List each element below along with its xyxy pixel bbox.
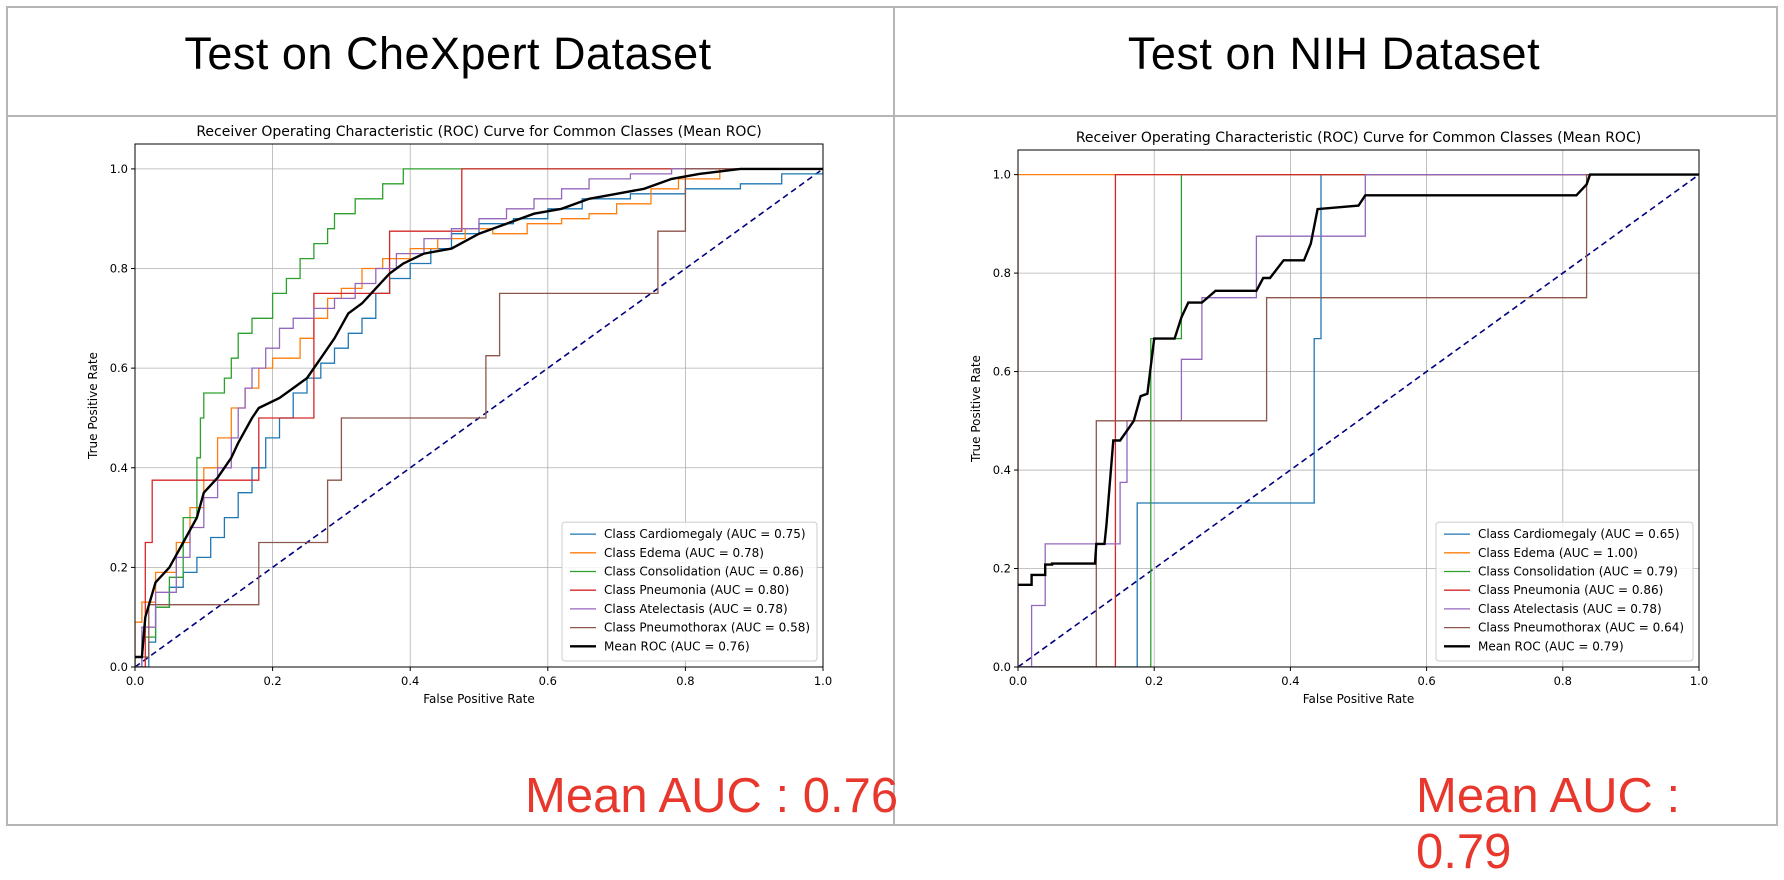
y-tick-label: 0.0 xyxy=(110,660,128,674)
series-line-6 xyxy=(135,167,823,659)
legend-label-2: Class Consolidation (AUC = 0.86) xyxy=(604,565,804,579)
x-tick-label: 0.0 xyxy=(126,674,144,688)
legend-label-1: Class Edema (AUC = 0.78) xyxy=(604,546,764,560)
legend-label-6: Mean ROC (AUC = 0.76) xyxy=(604,639,750,653)
mean-auc-chexpert: Mean AUC : 0.76 xyxy=(525,769,899,823)
y-tick-label: 1.0 xyxy=(110,162,128,176)
legend-label-5: Class Pneumothorax (AUC = 0.64) xyxy=(1478,621,1684,635)
chart-title: Receiver Operating Characteristic (ROC) … xyxy=(1076,130,1641,146)
y-tick-label: 0.6 xyxy=(993,365,1011,379)
x-axis-label: False Positive Rate xyxy=(423,692,535,706)
x-tick-label: 0.6 xyxy=(1417,674,1435,688)
legend-label-3: Class Pneumonia (AUC = 0.80) xyxy=(604,583,789,597)
series-line-3 xyxy=(135,168,823,667)
axes-frame xyxy=(134,143,824,668)
legend-label-5: Class Pneumothorax (AUC = 0.58) xyxy=(604,621,810,635)
chart-title: Receiver Operating Characteristic (ROC) … xyxy=(196,124,761,140)
axes-frame xyxy=(1017,149,1700,668)
y-tick-label: 0.4 xyxy=(110,461,128,475)
legend: Class Cardiomegaly (AUC = 0.65) Class Ede… xyxy=(1435,521,1694,662)
panel-title-nih: Test on NIH Dataset xyxy=(1127,28,1541,79)
legend-label-6: Mean ROC (AUC = 0.79) xyxy=(1478,639,1624,653)
series-line-5 xyxy=(1018,173,1699,667)
x-tick-label: 0.2 xyxy=(263,674,281,688)
x-tick-label: 0.0 xyxy=(1009,674,1027,688)
x-tick-label: 1.0 xyxy=(814,674,832,688)
y-tick-label: 0.6 xyxy=(110,361,128,375)
y-axis-label: True Positive Rate xyxy=(969,355,983,463)
figure-table xyxy=(6,6,1778,826)
x-tick-label: 0.4 xyxy=(1281,674,1299,688)
y-tick-label: 0.2 xyxy=(110,560,128,574)
legend-label-4: Class Atelectasis (AUC = 0.78) xyxy=(1478,602,1662,616)
x-tick-label: 0.4 xyxy=(401,674,419,688)
x-tick-label: 0.8 xyxy=(676,674,694,688)
y-tick-label: 0.0 xyxy=(993,660,1011,674)
row-divider xyxy=(8,115,1776,117)
x-tick-label: 0.6 xyxy=(539,674,557,688)
legend-box xyxy=(561,521,818,662)
legend-label-2: Class Consolidation (AUC = 0.79) xyxy=(1478,565,1678,579)
y-axis-label: True Positive Rate xyxy=(86,352,100,460)
x-tick-label: 1.0 xyxy=(1690,674,1708,688)
series-line-0 xyxy=(1018,173,1699,667)
legend-box xyxy=(1435,521,1694,662)
mean-auc-nih: Mean AUC : 0.79 xyxy=(1416,769,1681,879)
roc-chart-chexpert: 0.0 0.2 0.4 0.6 0.8 1.0 0.0 0.2 0.4 0.6 0.8 1.0 Rece… xyxy=(86,124,832,706)
y-tick-label: 0.8 xyxy=(993,266,1011,280)
panel-title-chexpert: Test on CheXpert Dataset xyxy=(184,28,712,79)
roc-chart-nih: 0.0 0.2 0.4 0.6 0.8 1.0 0.0 0.2 0.4 0.6 0.8 1.0 Rece… xyxy=(969,130,1708,706)
x-tick-label: 0.8 xyxy=(1554,674,1572,688)
legend-label-0: Class Cardiomegaly (AUC = 0.65) xyxy=(1478,527,1680,541)
x-axis-label: False Positive Rate xyxy=(1303,692,1415,706)
series-line-4 xyxy=(135,168,823,667)
legend-label-0: Class Cardiomegaly (AUC = 0.75) xyxy=(604,527,806,541)
legend-label-1: Class Edema (AUC = 1.00) xyxy=(1478,546,1638,560)
series-line-6 xyxy=(1018,173,1699,586)
series-line-2 xyxy=(135,168,823,667)
legend: Class Cardiomegaly (AUC = 0.75) Class Ede… xyxy=(561,521,818,662)
chance-diagonal-line xyxy=(1018,173,1699,667)
legend-label-4: Class Atelectasis (AUC = 0.78) xyxy=(604,602,788,616)
y-tick-label: 0.4 xyxy=(993,463,1011,477)
y-tick-label: 1.0 xyxy=(993,168,1011,182)
column-divider xyxy=(893,8,895,824)
y-tick-label: 0.8 xyxy=(110,262,128,276)
y-tick-label: 0.2 xyxy=(993,562,1011,576)
x-tick-label: 0.2 xyxy=(1145,674,1163,688)
legend-label-3: Class Pneumonia (AUC = 0.86) xyxy=(1478,583,1663,597)
